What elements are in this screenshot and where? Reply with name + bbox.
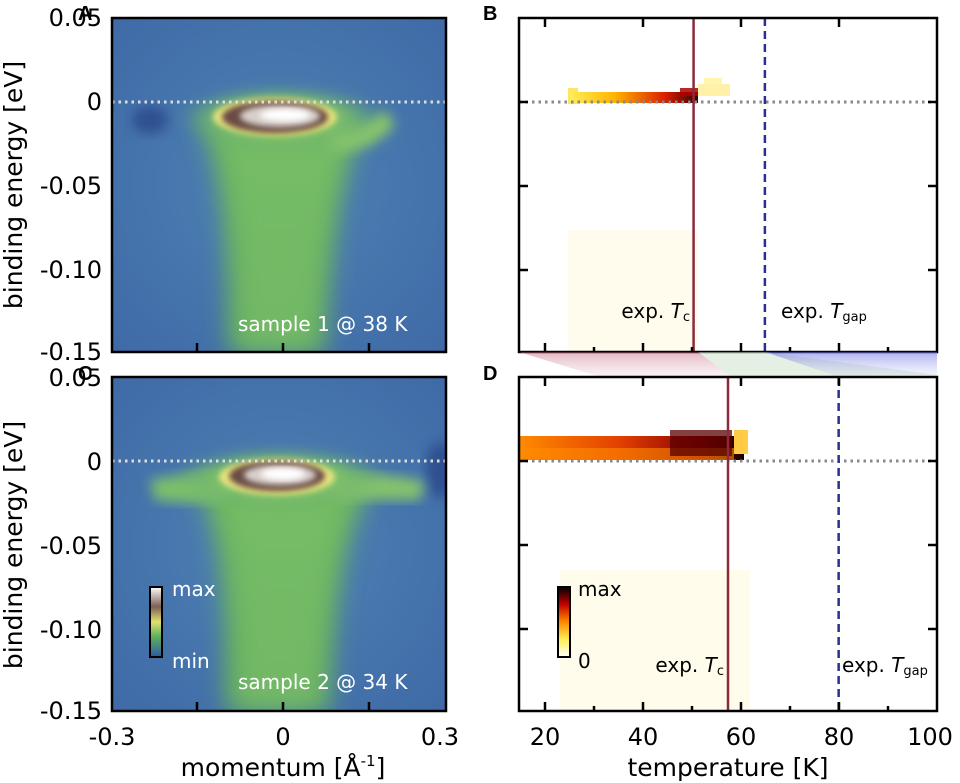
x-tick-label: 60 (726, 723, 757, 751)
x-tick-label: 20 (530, 723, 561, 751)
panel-d-ticks (519, 377, 937, 711)
panel-a-annotation: sample 1 @ 38 K (238, 312, 408, 336)
y-tick-label: 0.05 (49, 364, 102, 392)
panel-d-colorbar-max-label: max (578, 577, 622, 601)
y-tick-label: -0.15 (40, 338, 102, 366)
panel-b-band (570, 92, 698, 103)
panel-c-letter: C (78, 363, 92, 385)
y-tick-label: -0.15 (40, 697, 102, 725)
panel-b-letter: B (483, 3, 497, 25)
panel-d-faint-background (560, 570, 750, 711)
panel-c-y-axis-title: binding energy [eV] (0, 421, 28, 669)
panel-c-colorbar-max-label: max (172, 577, 216, 601)
tc-connector-wedge (519, 352, 732, 377)
panel-d-tgap-label: exp. Tgap (842, 653, 928, 679)
x-tick-label: 0 (275, 723, 290, 751)
panel-c-x-tick-labels: -0.3 0 0.3 (89, 723, 460, 751)
panel-a-y-tick-labels: 0.05 0 -0.05 -0.10 -0.15 (40, 4, 102, 366)
x-tick-label: 80 (824, 723, 855, 751)
panel-a-y-axis-title: binding energy [eV] (0, 61, 28, 309)
panel-d: max 0 exp. Tc exp. Tgap D 20 40 60 80 10… (483, 363, 953, 782)
panel-d-x-axis-title: temperature [K] (628, 753, 829, 782)
y-tick-label: -0.05 (40, 532, 102, 560)
y-tick-label: -0.10 (40, 256, 102, 284)
panel-c-frame (110, 375, 448, 713)
panel-d-colorbar (557, 586, 571, 658)
panel-a: A sample 1 @ 38 K 0.05 0 -0.05 -0.10 -0.… (0, 3, 448, 366)
x-tick-label: 0.3 (421, 723, 459, 751)
tgap-connector-wedge (765, 352, 937, 377)
panel-b: exp. Tc exp. Tgap B (483, 3, 939, 354)
panel-d-letter: D (483, 363, 497, 385)
panel-a-c-ticks (195, 343, 371, 711)
panel-c: max min sample 2 @ 34 K C 0.05 0 -0.05 -… (0, 363, 459, 782)
panel-b-band-tail (704, 78, 722, 84)
y-tick-label: -0.10 (40, 616, 102, 644)
panel-a-frame (110, 16, 448, 354)
panel-d-tc-label: exp. Tc (655, 653, 724, 679)
y-tick-label: 0 (87, 448, 102, 476)
panel-c-annotation: sample 2 @ 34 K (238, 670, 408, 694)
panel-c-colorbar-min-label: min (172, 649, 210, 673)
panel-b-band-peak (680, 88, 698, 96)
panel-d-band-peak (670, 430, 732, 456)
panel-a-letter: A (78, 3, 92, 25)
panel-c-x-axis-title: momentum [Å-1] (181, 752, 386, 782)
panel-d-colorbar-min-label: 0 (578, 649, 591, 673)
x-tick-label: -0.3 (89, 723, 136, 751)
y-tick-label: 0.05 (49, 4, 102, 32)
panel-b-band-tail (698, 84, 730, 96)
x-tick-label: 40 (628, 723, 659, 751)
panel-b-faint-background (568, 230, 698, 352)
panel-b-tgap-label: exp. Tgap (781, 299, 867, 325)
panel-c-colorbar (149, 586, 163, 658)
x-tick-label: 100 (907, 723, 953, 751)
panel-c-y-tick-labels: 0.05 0 -0.05 -0.10 -0.15 (40, 364, 102, 725)
y-tick-label: 0 (87, 88, 102, 116)
panel-c-heatmap (112, 377, 446, 711)
panel-b-tc-label: exp. Tc (621, 299, 690, 325)
panel-a-heatmap (112, 18, 446, 352)
y-tick-label: -0.05 (40, 172, 102, 200)
panel-d-band-tail (734, 430, 748, 454)
panel-d-x-tick-labels: 20 40 60 80 100 (530, 723, 953, 751)
panel-b-ticks (519, 18, 937, 352)
